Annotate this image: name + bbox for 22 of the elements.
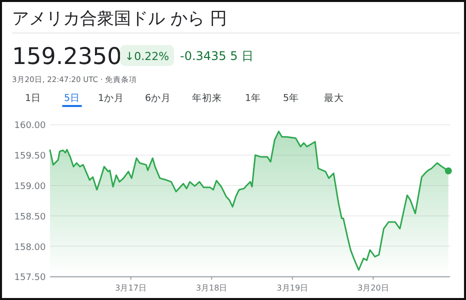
chart-title: アメリカ合衆国ドル から 円 (12, 9, 227, 29)
chart-subtitle: 159.2350 (12, 44, 122, 70)
x-tick-label: 3月19日 (276, 284, 308, 293)
x-tick-label: 3月18日 (196, 284, 228, 293)
y-tick-label: 158.00 (14, 242, 46, 253)
x-tick-label: 3月20日 (358, 284, 389, 293)
text: 1か月 (98, 93, 124, 104)
y-tick-label: 160.00 (14, 121, 46, 132)
text: ↓0.22% (124, 50, 170, 63)
y-tick-label: 158.50 (14, 212, 46, 222)
text: 5日 (64, 93, 80, 104)
y-tick-label: 157.50 (14, 273, 46, 284)
text: 最大 (324, 92, 344, 104)
x-tick-label: 3月17日 (115, 284, 146, 293)
y-tick-label: 159.00 (14, 182, 46, 192)
text: 年初来 (192, 92, 222, 104)
text: 1年 (244, 92, 262, 104)
text: 1日 (24, 93, 42, 104)
text: 5年 (282, 92, 300, 104)
y-tick-label: 159.50 (14, 152, 46, 162)
text: 6か月 (144, 93, 172, 104)
text: -0.3435 5 日 (180, 49, 254, 63)
